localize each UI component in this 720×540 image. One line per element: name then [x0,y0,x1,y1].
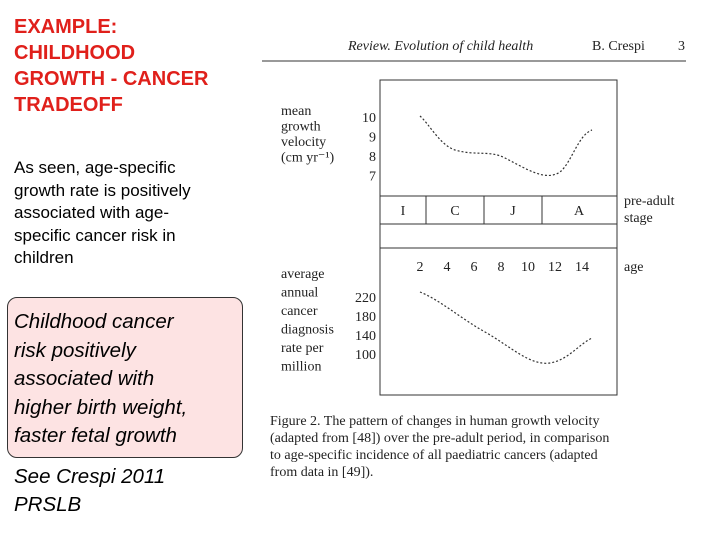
text-line: As seen, age-specific [14,158,176,177]
tick-label: 100 [355,348,376,363]
stage-label: I [401,204,406,219]
axis-label: age [624,260,643,275]
text-line: specific cancer risk in [14,225,176,245]
text-line: associated with age- [14,203,169,223]
axis-label: average [281,267,325,282]
text-line: associated with [14,367,155,391]
axis-label: rate per [281,341,324,356]
axis-label: pre-adult [624,194,675,209]
plot-frame [379,79,618,396]
caption-line: to age-specific incidence of all paediat… [270,448,598,463]
caption-line: Figure 2. The pattern of changes in huma… [270,414,599,429]
age-label: 6 [471,260,478,275]
page-number: 3 [678,39,685,54]
running-header: Review. Evolution of child health [347,39,533,54]
slide-title: EXAMPLE: CHILDHOOD GROWTH - CANCER TRADEOFF [14,14,208,118]
tick-label: 10 [362,111,376,126]
tick-label: 8 [369,150,376,165]
text-line: GROWTH - CANCER [14,68,209,90]
highlight-text: Childhood cancer risk positively associate… [14,308,187,451]
text-line: faster fetal growth [14,424,177,448]
axis-label: (cm yr⁻¹) [281,151,335,166]
age-label: 2 [417,260,424,275]
age-label: 4 [444,260,451,275]
text-line: Childhood cancer [14,310,174,333]
text-line: PRSLB [14,493,82,516]
age-label: 10 [521,260,535,275]
highlight-box [7,297,243,458]
tick-label: 140 [355,329,376,344]
axis-label: million [281,360,321,375]
age-label: 12 [548,260,562,275]
stage-label: J [510,204,516,219]
caption-line: from data in [49]). [270,465,373,480]
axis-label: stage [624,211,653,226]
text-line: risk positively [14,338,136,362]
axis-label: velocity [281,135,326,150]
age-label: 8 [498,260,505,275]
stage-label: A [574,204,585,219]
text-line: EXAMPLE: [14,16,118,38]
age-label: 14 [575,260,589,275]
citation: See Crespi 2011 PRSLB [14,463,165,519]
tick-label: 9 [369,131,376,146]
growth-curve [419,115,593,177]
tick-label: 7 [369,170,376,185]
tick-label: 180 [355,310,376,325]
axis-label: diagnosis [281,323,334,338]
caption-line: (adapted from [48]) over the pre-adult p… [270,431,609,446]
tick-label: 220 [355,291,376,306]
axis-label: mean [281,104,311,119]
text-line: CHILDHOOD [14,42,136,64]
axis-label: annual [281,286,318,301]
text-line: children [14,248,74,268]
axis-label: growth [281,120,321,135]
cancer-curve [419,291,593,364]
body-text: As seen, age-specific growth rate is posi… [14,157,191,270]
text-line: higher birth weight, [14,395,188,419]
text-line: growth rate is positively [14,180,191,200]
stage-label: C [450,204,459,219]
running-author: B. Crespi [592,39,645,54]
text-line: See Crespi 2011 [14,465,166,488]
axis-label: cancer [281,304,318,319]
text-line: TRADEOFF [14,94,123,116]
